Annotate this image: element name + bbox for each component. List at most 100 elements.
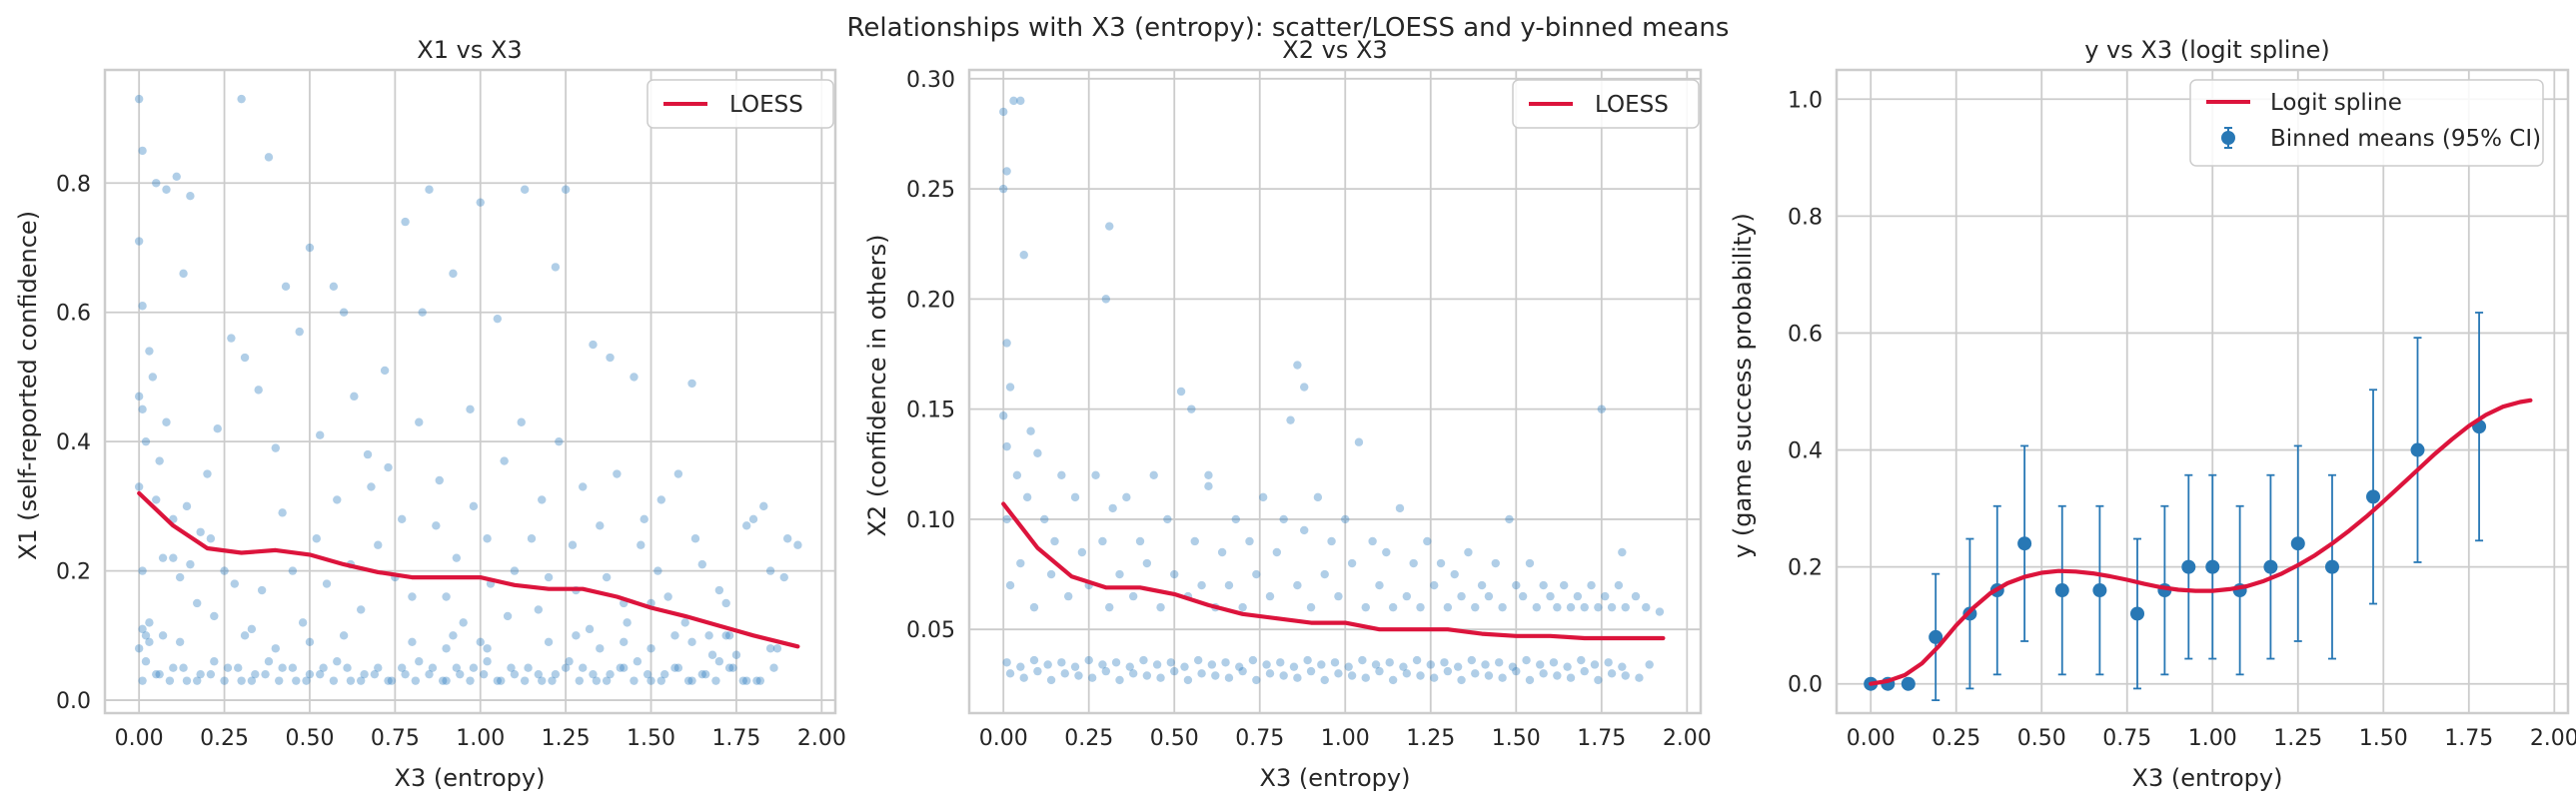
scatter-point bbox=[1334, 591, 1343, 601]
scatter-point bbox=[1457, 591, 1466, 601]
scatter-point bbox=[247, 676, 257, 685]
scatter-point bbox=[1512, 666, 1521, 676]
scatter-point bbox=[752, 676, 761, 685]
x-tick-label: 0.50 bbox=[285, 726, 334, 751]
scatter-points bbox=[134, 94, 802, 685]
scatter-point bbox=[1491, 558, 1500, 568]
scatter-point bbox=[1163, 514, 1172, 524]
scatter-point bbox=[1577, 655, 1586, 665]
scatter-point bbox=[1614, 580, 1624, 590]
scatter-point bbox=[1423, 536, 1432, 546]
scatter-point bbox=[673, 663, 683, 672]
scatter-point bbox=[670, 631, 679, 640]
scatter-point bbox=[1508, 662, 1518, 671]
scatter-point bbox=[1317, 660, 1326, 669]
scatter-point bbox=[1105, 602, 1114, 612]
x-tick-label: 0.00 bbox=[115, 726, 164, 751]
scatter-point bbox=[687, 637, 696, 647]
scatter-point bbox=[637, 540, 645, 549]
binned-mean-point bbox=[2181, 559, 2196, 574]
scatter-point bbox=[469, 501, 479, 511]
scatter-point bbox=[714, 585, 724, 595]
scatter-point bbox=[363, 449, 373, 459]
loess-line bbox=[1001, 501, 1666, 641]
x-tick-label: 1.75 bbox=[711, 726, 760, 751]
scatter-point bbox=[646, 676, 655, 685]
scatter-point bbox=[1436, 558, 1446, 568]
scatter-point bbox=[1566, 602, 1576, 612]
scatter-point bbox=[162, 417, 171, 426]
x-tick-label: 1.50 bbox=[1492, 726, 1541, 751]
scatter-point bbox=[1002, 167, 1011, 176]
scatter-point bbox=[449, 269, 458, 279]
scatter-point bbox=[670, 663, 679, 672]
scatter-point bbox=[520, 676, 530, 685]
scatter-point bbox=[134, 237, 144, 246]
scatter-point bbox=[1286, 415, 1295, 424]
scatter-point bbox=[1621, 602, 1630, 612]
scatter-point bbox=[240, 631, 250, 640]
scatter-point bbox=[1060, 669, 1069, 678]
binned-mean-point bbox=[2290, 536, 2305, 551]
scatter-point bbox=[319, 663, 328, 672]
x-tick-label: 0.00 bbox=[1847, 726, 1896, 751]
scatter-point bbox=[1347, 558, 1357, 568]
scatter-point bbox=[152, 669, 161, 679]
scatter-point bbox=[1217, 547, 1227, 557]
scatter-point bbox=[1522, 655, 1531, 665]
scatter-point bbox=[769, 663, 778, 672]
scatter-point bbox=[1525, 675, 1535, 685]
scatter-point bbox=[305, 669, 315, 679]
scatter-point bbox=[1549, 658, 1559, 667]
scatter-point bbox=[271, 443, 280, 452]
x-tick-label: 0.50 bbox=[2017, 726, 2066, 751]
scatter-point bbox=[162, 185, 171, 194]
scatter-point bbox=[772, 644, 782, 653]
scatter-point bbox=[524, 663, 533, 672]
scatter-point bbox=[1518, 591, 1528, 601]
scatter-point bbox=[999, 107, 1008, 117]
scatter-point bbox=[561, 663, 571, 672]
scatter-point bbox=[148, 373, 158, 382]
scatter-point bbox=[360, 669, 369, 679]
scatter-point bbox=[257, 585, 267, 595]
scatter-point bbox=[182, 676, 192, 685]
x-tick-label: 0.75 bbox=[2102, 726, 2151, 751]
scatter-point bbox=[630, 676, 639, 685]
scatter-point bbox=[493, 314, 503, 324]
scatter-point bbox=[1043, 660, 1052, 669]
binned-mean-point bbox=[2205, 559, 2220, 574]
scatter-point bbox=[497, 676, 506, 685]
scatter-point bbox=[1621, 671, 1630, 680]
scatter-point bbox=[1231, 514, 1241, 524]
scatter-point bbox=[158, 553, 168, 562]
scatter-point bbox=[288, 663, 298, 672]
scatter-point bbox=[169, 663, 178, 672]
scatter-point bbox=[1142, 671, 1152, 680]
scatter-point bbox=[384, 676, 393, 685]
scatter-point bbox=[1156, 602, 1165, 612]
scatter-point bbox=[602, 572, 612, 582]
scatter-point bbox=[1388, 675, 1398, 685]
scatter-point bbox=[1029, 655, 1039, 665]
scatter-point bbox=[517, 417, 526, 426]
scatter-point bbox=[1426, 660, 1435, 669]
scatter-point bbox=[1546, 591, 1555, 601]
scatter-point bbox=[1402, 669, 1412, 678]
scatter-point bbox=[452, 663, 462, 672]
scatter-point bbox=[510, 669, 520, 679]
scatter-point bbox=[1005, 669, 1015, 678]
scatter-point bbox=[1443, 666, 1453, 676]
binned-mean-point bbox=[1929, 629, 1943, 644]
scatter-point bbox=[1601, 591, 1610, 601]
scatter-point bbox=[281, 282, 291, 292]
scatter-point bbox=[579, 482, 588, 491]
scatter-point bbox=[1618, 662, 1627, 671]
scatter-point bbox=[1494, 658, 1504, 667]
scatter-point bbox=[1344, 662, 1353, 671]
scatter-point bbox=[748, 514, 758, 524]
scatter-point bbox=[1128, 669, 1138, 678]
scatter-point bbox=[165, 676, 175, 685]
axes-frame bbox=[103, 68, 837, 715]
